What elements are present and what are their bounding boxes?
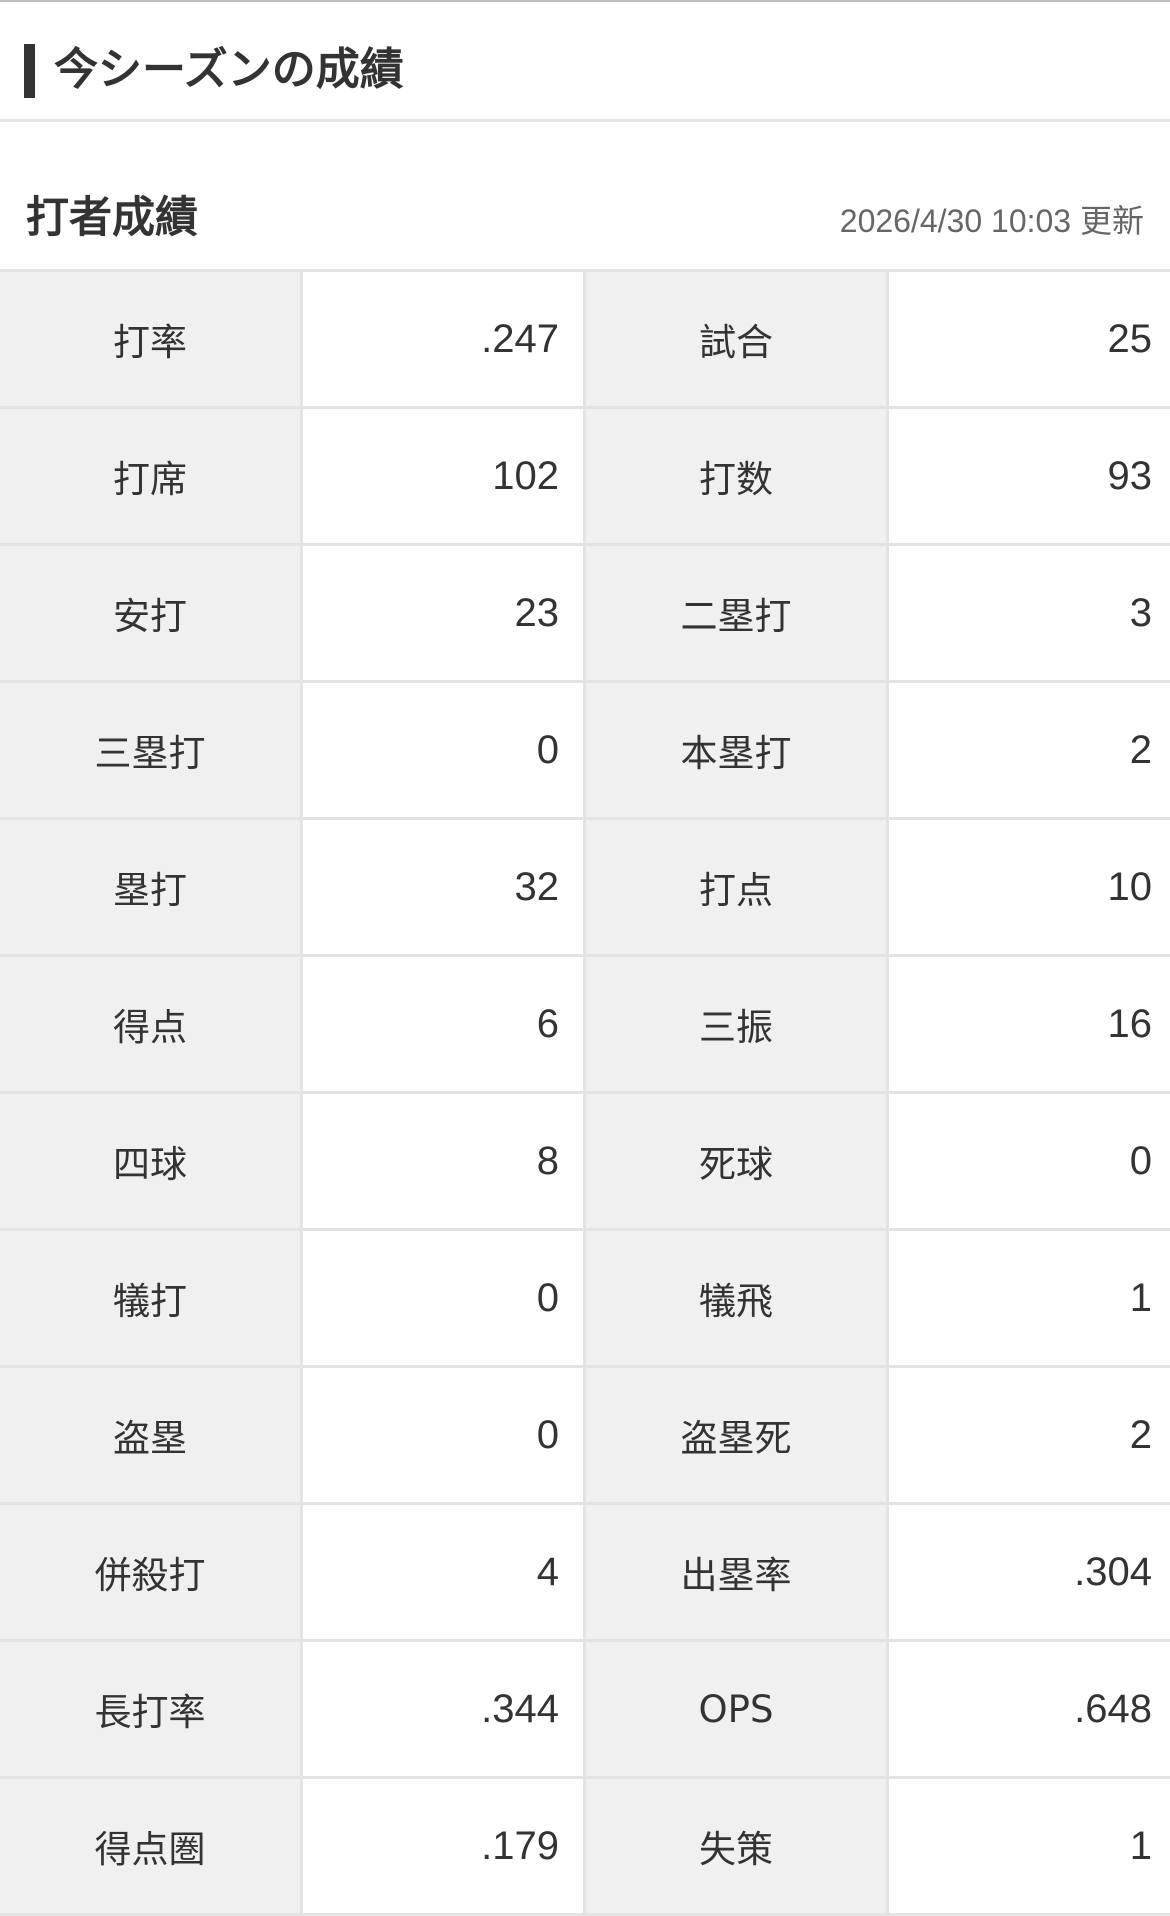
stat-label: 二塁打 [586,546,886,680]
table-row: 打率 .247 試合 25 [0,272,1170,406]
batting-stats-table: 打率 .247 試合 25 打席 102 打数 93 安打 23 二塁打 3 三塁打 0 本塁打 2 塁打 32 打… [0,269,1170,1916]
stat-value: .179 [303,1779,583,1913]
stat-label: 試合 [586,272,886,406]
stat-value: 93 [889,409,1170,543]
stat-value: 2 [889,683,1170,817]
section-title: 今シーズンの成績 [54,44,404,95]
stat-value: .648 [889,1642,1170,1776]
stat-label: 併殺打 [0,1505,300,1639]
stat-label: 安打 [0,546,300,680]
stat-value: 16 [889,957,1170,1091]
stat-label: 三塁打 [0,683,300,817]
stat-label: 打数 [586,409,886,543]
stat-value: 1 [889,1231,1170,1365]
table-row: 長打率 .344 OPS .648 [0,1642,1170,1776]
stat-label: 失策 [586,1779,886,1913]
stat-value: 6 [303,957,583,1091]
stat-label: 四球 [0,1094,300,1228]
stat-label: 出塁率 [586,1505,886,1639]
stat-value: 32 [303,820,583,954]
table-row: 犠打 0 犠飛 1 [0,1231,1170,1365]
stat-label: 盗塁 [0,1368,300,1502]
stat-label: OPS [586,1642,886,1776]
stat-label: 本塁打 [586,683,886,817]
stat-label: 打率 [0,272,300,406]
table-row: 打席 102 打数 93 [0,409,1170,543]
table-row: 盗塁 0 盗塁死 2 [0,1368,1170,1502]
top-divider [0,0,1170,2]
stat-value: 8 [303,1094,583,1228]
table-row: 塁打 32 打点 10 [0,820,1170,954]
stat-value: 102 [303,409,583,543]
stat-label: 犠打 [0,1231,300,1365]
section-accent-bar [24,44,35,98]
table-row: 三塁打 0 本塁打 2 [0,683,1170,817]
stat-label: 三振 [586,957,886,1091]
table-row: 四球 8 死球 0 [0,1094,1170,1228]
stat-value: 10 [889,820,1170,954]
stat-label: 犠飛 [586,1231,886,1365]
stat-value: .247 [303,272,583,406]
stat-label: 得点圏 [0,1779,300,1913]
stat-label: 塁打 [0,820,300,954]
stat-value: 0 [303,1231,583,1365]
stat-label: 打席 [0,409,300,543]
stat-label: 盗塁死 [586,1368,886,1502]
stat-label: 死球 [586,1094,886,1228]
updated-timestamp: 2026/4/30 10:03 更新 [839,203,1144,239]
stat-label: 打点 [586,820,886,954]
stat-value: .344 [303,1642,583,1776]
section-header: 今シーズンの成績 [0,2,1170,119]
stat-value: 4 [303,1505,583,1639]
stat-value: 2 [889,1368,1170,1502]
stat-value: 23 [303,546,583,680]
stat-label: 得点 [0,957,300,1091]
stat-label: 長打率 [0,1642,300,1776]
stat-value: .304 [889,1505,1170,1639]
stat-value: 3 [889,546,1170,680]
stat-value: 0 [889,1094,1170,1228]
section-divider [0,119,1170,122]
table-row: 得点圏 .179 失策 1 [0,1779,1170,1913]
table-row: 安打 23 二塁打 3 [0,546,1170,680]
table-row: 得点 6 三振 16 [0,957,1170,1091]
stat-value: 25 [889,272,1170,406]
batting-stats-title: 打者成績 [26,193,198,243]
table-row: 併殺打 4 出塁率 .304 [0,1505,1170,1639]
stat-value: 1 [889,1779,1170,1913]
stat-value: 0 [303,1368,583,1502]
stat-value: 0 [303,683,583,817]
